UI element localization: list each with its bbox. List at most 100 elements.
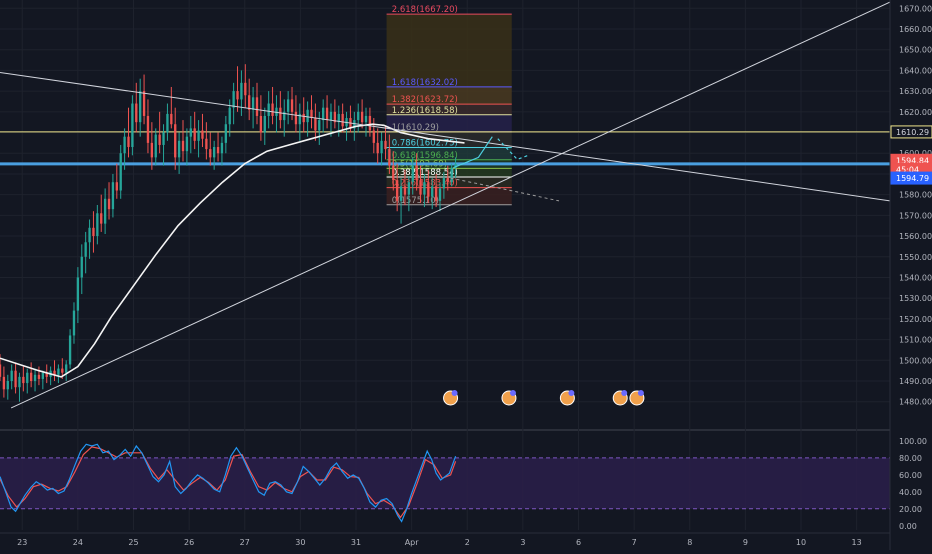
candle-body <box>111 182 115 210</box>
candle-body <box>72 310 76 336</box>
candle-body <box>392 165 395 181</box>
candle-body <box>372 130 375 143</box>
candle-body <box>209 149 212 158</box>
time-tick-label: 13 <box>852 538 862 547</box>
price-tick-label: 1660.00 <box>899 25 932 34</box>
candle-body <box>395 180 399 201</box>
fib-zone <box>386 176 512 188</box>
time-tick-label: 2 <box>465 538 470 547</box>
candle-body <box>244 82 247 96</box>
candle-body <box>41 372 44 379</box>
candle-body <box>341 113 344 127</box>
price-tick-label: 1530.00 <box>899 294 932 303</box>
price-tick-label: 1490.00 <box>899 377 932 386</box>
fib-level-label: 2.618(1667.20) <box>392 5 458 15</box>
candle-body <box>18 376 21 388</box>
projection-path <box>453 136 493 169</box>
drawings[interactable] <box>0 1 891 409</box>
candle-body <box>353 120 356 129</box>
candle-body <box>158 134 161 145</box>
candle-body <box>45 372 48 377</box>
candle-body <box>220 142 224 154</box>
price-tick-label: 1500.00 <box>899 356 932 365</box>
candle-body <box>384 140 387 150</box>
candle-body <box>251 97 255 110</box>
candle-body <box>92 227 95 237</box>
candle-body <box>212 147 216 158</box>
candle-body <box>438 188 442 201</box>
candle-body <box>283 111 286 121</box>
fib-zone <box>386 187 512 205</box>
candle-body <box>329 111 333 121</box>
price-badge <box>890 125 932 139</box>
rsi-tick-label: 20.00 <box>899 505 922 514</box>
time-tick-label: 26 <box>184 538 194 547</box>
candle-body <box>275 107 278 116</box>
candle-body <box>162 132 165 145</box>
candle-body <box>411 165 414 183</box>
candle-body <box>415 165 418 181</box>
time-tick-label: 25 <box>128 538 138 547</box>
fibonacci-extension[interactable]: 2.618(1667.20) 1.618(1632.02) 1.382(1623.7… <box>386 5 512 206</box>
fib-level-label: 0.618(1596.84) <box>392 151 458 161</box>
time-tick-label: 8 <box>687 538 692 547</box>
candle-body <box>434 186 438 201</box>
rsi-tick-label: 80.00 <box>899 454 922 463</box>
candle-body <box>376 142 379 154</box>
event-icons[interactable] <box>443 390 645 406</box>
candle-body <box>442 178 446 189</box>
fib-level-label: 0.382(1588.54) <box>392 168 458 178</box>
time-tick-label: 23 <box>17 538 27 547</box>
price-tick-label: 1640.00 <box>899 66 932 75</box>
candle-body <box>279 107 282 121</box>
candle-body <box>14 370 17 388</box>
price-tick-label: 1580.00 <box>899 191 932 200</box>
candle-body <box>310 109 313 119</box>
candle-body <box>419 180 422 195</box>
candle-body <box>298 113 301 125</box>
rsi-line <box>0 443 457 523</box>
time-tick-label: 6 <box>576 538 581 547</box>
candle-body <box>446 178 449 183</box>
candle-body <box>177 140 181 158</box>
price-axis-bg <box>890 0 932 550</box>
price-badge-label: 45:04 <box>896 165 919 174</box>
candle-body <box>107 198 111 210</box>
time-tick-label: Apr <box>405 538 420 547</box>
candle-body <box>115 182 118 191</box>
candle-body <box>150 142 154 158</box>
candle-body <box>255 97 259 116</box>
price-badge-label: 1594.84 <box>896 156 929 165</box>
time-tick-label: 24 <box>73 538 83 547</box>
rsi-tick-label: 0.00 <box>899 522 917 531</box>
candle-body <box>228 107 231 125</box>
event-badge-icon <box>568 390 575 396</box>
candle-body <box>154 134 157 158</box>
candle-body <box>68 335 72 365</box>
price-tick-label: 1570.00 <box>899 211 932 220</box>
candles <box>0 64 457 402</box>
candle-body <box>357 111 360 121</box>
candle-body <box>181 140 185 152</box>
fib-zone <box>386 114 512 132</box>
candle-body <box>240 82 243 100</box>
trendline <box>0 71 891 202</box>
candle-body <box>84 242 87 257</box>
projection-path-dashed <box>497 138 529 161</box>
candle-body <box>325 107 329 121</box>
candle-body <box>388 149 391 166</box>
rsi-band <box>0 457 890 509</box>
candle-body <box>10 370 13 382</box>
candle-body <box>65 364 68 373</box>
candle-body <box>427 182 430 197</box>
candle-body <box>271 103 274 116</box>
candle-body <box>123 136 126 154</box>
event-badge-icon <box>509 390 516 396</box>
candle-body <box>185 136 189 152</box>
candle-body <box>236 91 239 100</box>
candle-body <box>205 138 208 150</box>
price-tick-label: 1630.00 <box>899 87 932 96</box>
